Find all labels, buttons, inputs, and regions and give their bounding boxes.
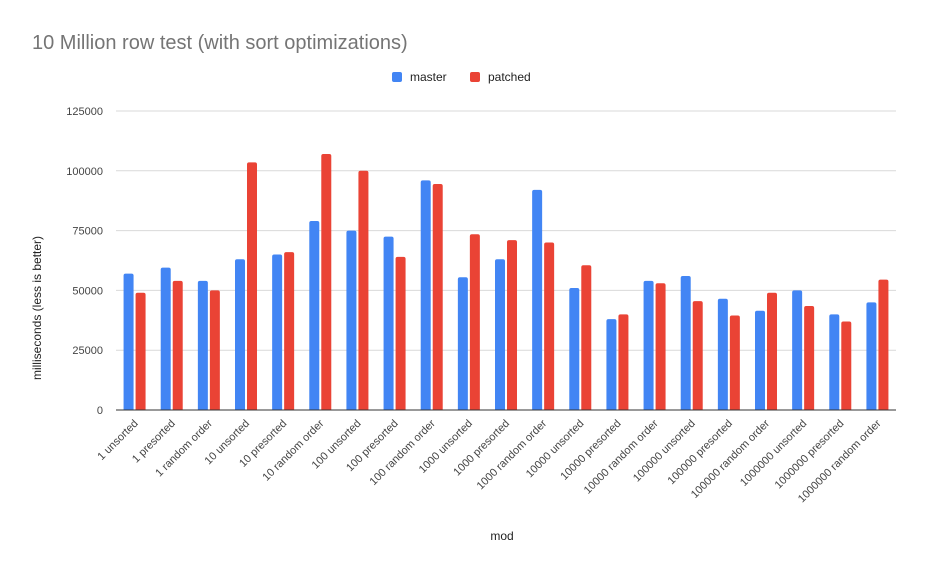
bar-master [495,259,505,410]
bar-patched [209,290,220,410]
bar-patched [804,305,815,410]
x-tick-label: 1000 random order [475,417,550,492]
y-tick-label: 100000 [66,166,103,178]
bar-master [160,267,171,410]
bar-master [383,236,394,410]
legend-label-patched: patched [488,70,531,84]
bar-master [272,254,283,410]
bar-master [420,180,431,410]
bar-patched [135,292,146,410]
bar-patched [729,315,740,410]
y-tick-label: 125000 [66,106,103,118]
legend-swatch-master [392,72,402,82]
y-tick-label: 75000 [72,226,103,238]
bar-patched [395,256,406,410]
bar-patched [618,314,629,410]
bar-master [457,277,468,410]
bar-patched [692,301,703,410]
bar-patched [247,162,257,410]
x-tick-label: 1000000 unsorted [738,418,809,489]
chart-title: 10 Million row test (with sort optimizat… [32,32,408,54]
bar-master [866,302,877,410]
bar-patched [767,292,777,410]
x-axis-title: mod [490,529,513,543]
y-tick-label: 25000 [72,345,103,357]
legend-label-master: master [410,70,447,84]
x-tick-label: 100 random order [368,417,439,488]
bars [123,154,889,410]
y-tick-label: 0 [97,405,103,417]
y-axis-ticks: 0 25000 50000 75000 100000 125000 [66,106,103,417]
bar-patched [172,280,183,410]
legend-swatch-patched [470,72,480,82]
bar-master [346,230,357,410]
bar-master [235,259,245,410]
x-tick-label: 100000 presorted [666,418,735,487]
bar-patched [358,170,369,410]
bar-master [197,280,208,410]
bar-patched [655,283,666,410]
bar-master [717,298,728,410]
bar-master [680,276,691,410]
bar-patched [469,234,480,410]
bar-master [792,290,803,410]
bar-master [606,319,617,410]
y-axis-title: milliseconds (less is better) [30,236,44,380]
bar-patched [321,154,332,410]
bar-master [569,288,580,410]
bar-master [755,310,765,410]
bar-master [829,314,840,410]
bar-patched [878,279,889,410]
gridlines [116,110,896,351]
bar-master [123,273,134,410]
bar-patched [432,183,443,410]
bar-patched [581,265,592,410]
bar-patched [841,321,852,410]
bar-master [309,221,320,410]
bar-patched [507,240,517,410]
bar-master [643,280,654,410]
bar-patched [284,252,295,410]
bar-patched [544,242,555,410]
x-tick-label: 1000000 presorted [773,418,847,492]
bar-master [532,189,543,410]
y-tick-label: 50000 [72,285,103,297]
legend: master patched [392,70,531,84]
